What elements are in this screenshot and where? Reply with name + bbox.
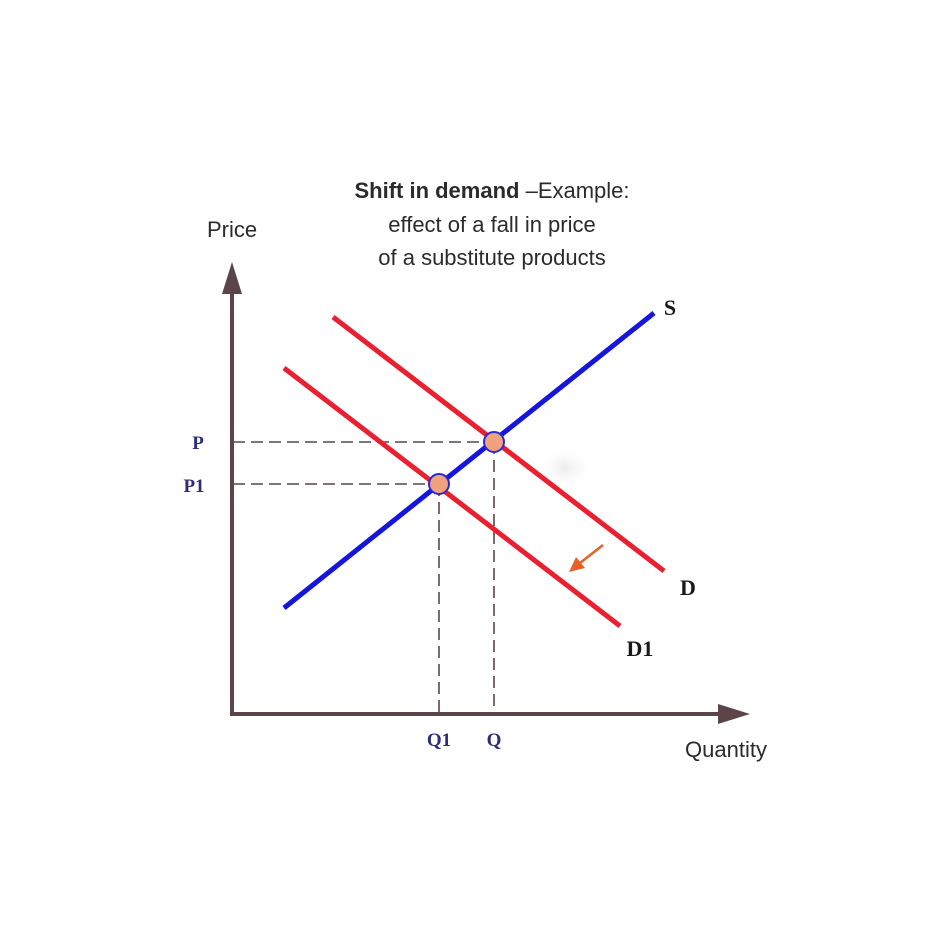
background-smudge xyxy=(535,446,595,490)
title-line-2: effect of a fall in price xyxy=(388,212,596,237)
equilibrium-point-original xyxy=(483,431,505,453)
title-line-3: of a substitute products xyxy=(378,245,605,270)
tick-label-q1: Q1 xyxy=(427,730,451,751)
tick-label-q: Q xyxy=(487,730,502,751)
tick-label-p: P xyxy=(192,433,204,454)
demand-curve-d1 xyxy=(282,366,622,628)
equilibrium-point-new xyxy=(428,473,450,495)
tick-label-p1: P1 xyxy=(183,476,204,497)
demand-new-label: D1 xyxy=(627,636,654,661)
supply-label: S xyxy=(664,295,676,320)
shift-arrow-icon xyxy=(569,557,585,572)
x-axis-label: Quantity xyxy=(685,737,767,762)
demand-label: D xyxy=(680,575,696,600)
x-axis-arrowhead xyxy=(718,704,750,724)
y-axis-label: Price xyxy=(207,217,257,242)
shift-arrow-shaft xyxy=(579,544,604,564)
title-line-1: Shift in demand –Example: xyxy=(354,178,629,203)
y-axis-arrowhead xyxy=(222,262,242,294)
supply-curve xyxy=(282,311,656,610)
